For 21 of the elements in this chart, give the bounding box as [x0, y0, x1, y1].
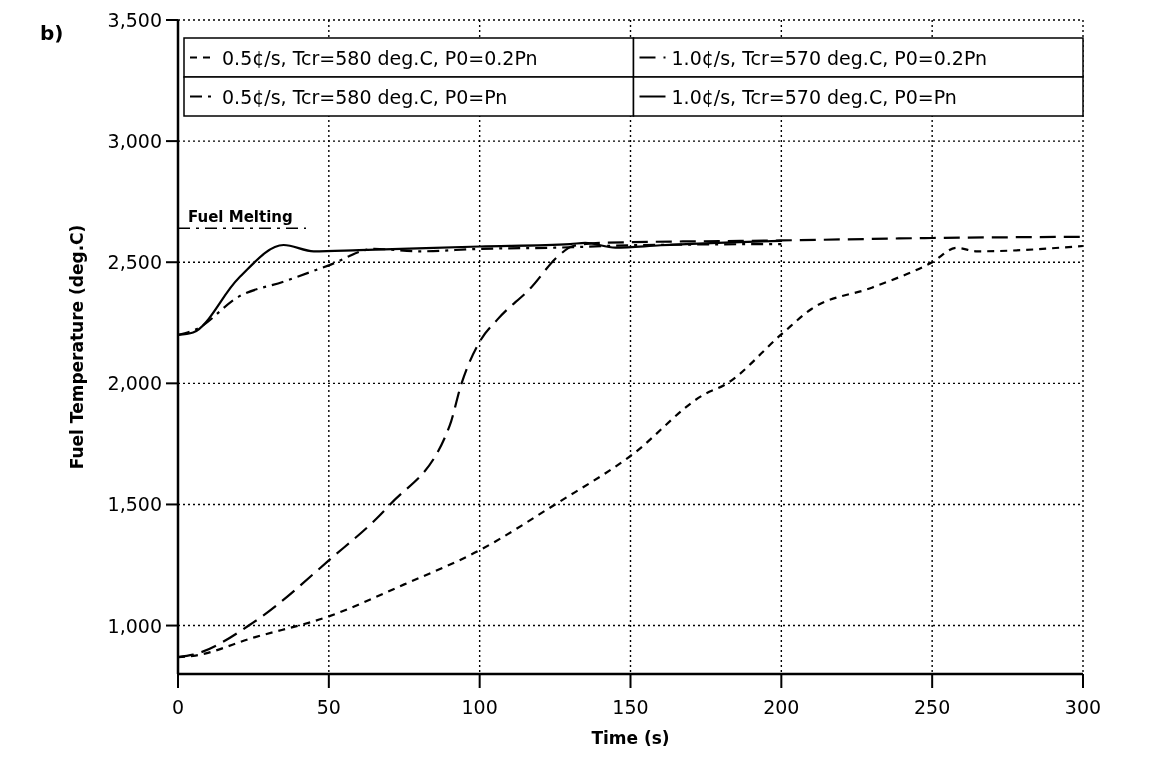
y-tick-label: 3,000: [107, 130, 162, 153]
y-tick-label: 1,500: [107, 493, 162, 516]
y-tick-label: 2,000: [107, 372, 162, 395]
y-axis-title: Fuel Temperature (deg.C): [67, 224, 87, 470]
x-tick-label: 50: [316, 696, 341, 718]
y-tick-label: 1,000: [107, 614, 162, 637]
x-tick-label: 0: [171, 696, 185, 718]
x-tick-label: 250: [914, 696, 951, 718]
y-tick-label: 2,500: [107, 251, 162, 274]
x-tick-label: 100: [461, 696, 498, 718]
y-tick-label: 3,500: [107, 9, 162, 31]
legend-label: 1.0¢/s, Tcr=570 deg.C, P0=0.2Pn: [671, 46, 988, 69]
legend-label: 0.5¢/s, Tcr=580 deg.C, P0=Pn: [222, 85, 508, 108]
legend-label: 1.0¢/s, Tcr=570 deg.C, P0=Pn: [671, 85, 957, 108]
x-tick-label: 150: [612, 696, 649, 718]
x-axis-title: Time (s): [591, 728, 670, 748]
x-tick-label: 300: [1064, 696, 1102, 718]
ref-line-label: Fuel Melting: [188, 208, 293, 227]
chart-title: b): [40, 21, 64, 45]
legend-label: 0.5¢/s, Tcr=580 deg.C, P0=0.2Pn: [222, 46, 538, 69]
x-tick-label: 200: [763, 696, 800, 718]
